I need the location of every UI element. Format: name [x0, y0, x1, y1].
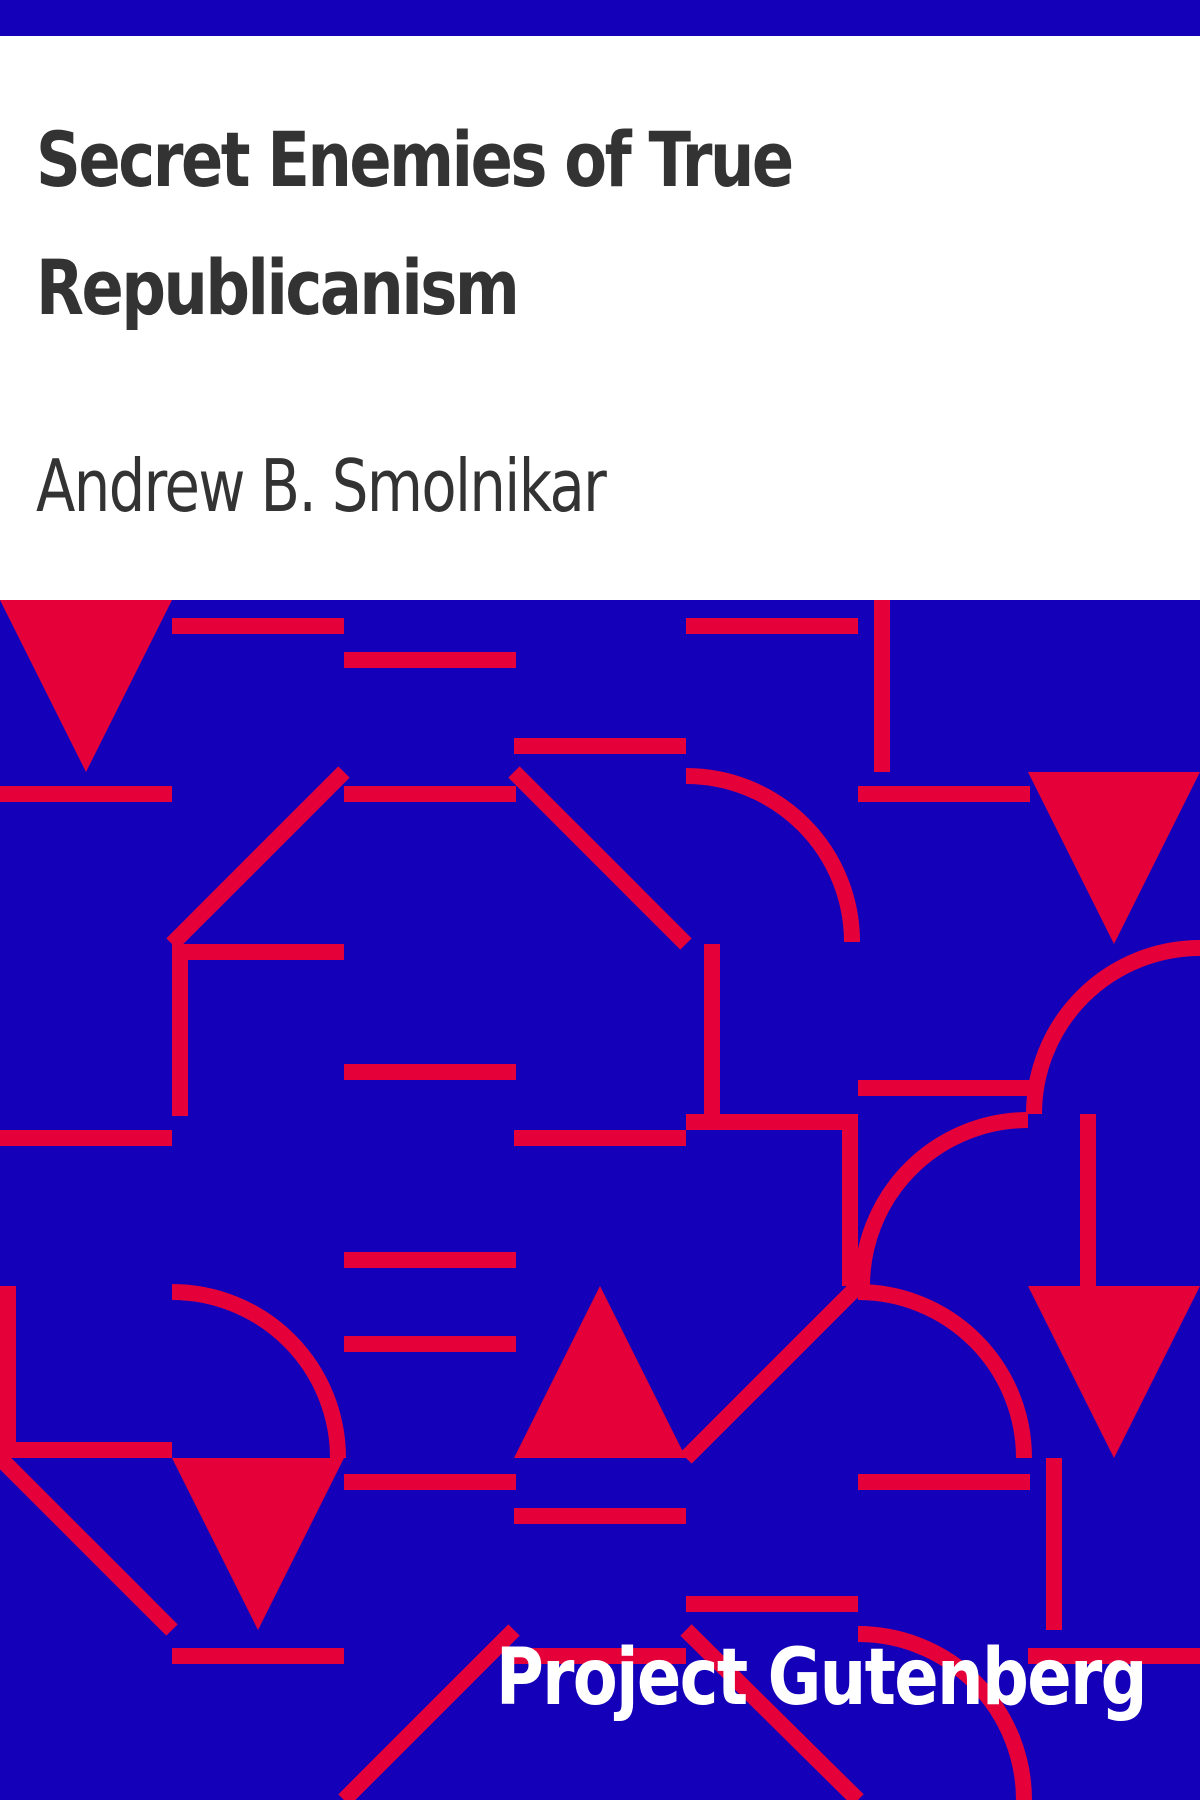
pattern-bar	[0, 1286, 16, 1458]
pattern-arc	[857, 1626, 1032, 1800]
pattern-diagonal	[166, 766, 350, 950]
pattern-arc	[1026, 940, 1200, 1115]
pattern-bar	[344, 1064, 516, 1080]
pattern-bar	[686, 1596, 858, 1612]
pattern-diagonal	[680, 1280, 864, 1464]
pattern-triangle-down	[1028, 1286, 1200, 1458]
pattern-bar	[686, 618, 858, 634]
pattern-bar	[1046, 1458, 1062, 1630]
pattern-bar	[172, 1648, 344, 1664]
pattern-bar	[858, 1080, 1030, 1096]
pattern-bar	[514, 1648, 686, 1664]
pattern-bar	[704, 944, 720, 1116]
pattern-bar	[344, 1252, 516, 1268]
book-title: Secret Enemies of True Republicanism	[36, 115, 794, 332]
pattern-diagonal	[338, 1624, 520, 1800]
pattern-bar	[842, 1114, 858, 1286]
cover-pattern	[0, 600, 1200, 1800]
pattern-bar	[514, 738, 686, 754]
pattern-bar	[344, 652, 516, 668]
pattern-bar	[172, 618, 344, 634]
pattern-bar	[344, 786, 516, 802]
pattern-triangle-up	[514, 1286, 686, 1458]
pattern-bar	[172, 944, 344, 960]
pattern-shapes	[0, 600, 1200, 1800]
pattern-triangle-down	[0, 600, 172, 772]
pattern-bar	[172, 944, 188, 1116]
pattern-bar	[0, 1442, 172, 1458]
pattern-background	[0, 600, 1200, 1800]
pattern-bar	[1080, 1114, 1096, 1286]
pattern-triangle-down	[172, 1458, 344, 1630]
pattern-diagonal	[680, 1624, 864, 1800]
pattern-bar	[344, 1336, 516, 1352]
top-color-bar	[0, 0, 1200, 36]
pattern-bar	[0, 786, 172, 802]
pattern-bar	[514, 1130, 686, 1146]
pattern-bar	[686, 1114, 858, 1130]
pattern-arc	[854, 1112, 1029, 1287]
pattern-diagonal	[0, 1452, 178, 1636]
pattern-bar	[0, 1130, 172, 1146]
publisher-name: Project Gutenberg	[495, 1633, 1148, 1723]
pattern-bar	[858, 1474, 1030, 1490]
pattern-bar	[1028, 1648, 1200, 1664]
pattern-bar	[874, 600, 890, 772]
pattern-arc	[685, 768, 860, 943]
pattern-arc	[171, 1284, 346, 1459]
pattern-arc	[857, 1284, 1032, 1459]
pattern-diagonal	[508, 766, 692, 950]
pattern-bar	[514, 1508, 686, 1524]
pattern-triangle-down	[1028, 772, 1200, 944]
book-author: Andrew B. Smolnikar	[36, 444, 607, 528]
pattern-bar	[344, 1474, 516, 1490]
pattern-bar	[858, 786, 1030, 802]
